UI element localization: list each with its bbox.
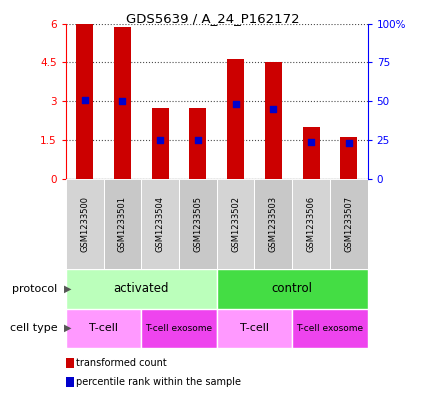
Text: cell type: cell type	[10, 323, 57, 333]
Text: ▶: ▶	[64, 323, 71, 333]
Text: GSM1233501: GSM1233501	[118, 196, 127, 252]
Bar	[141, 179, 179, 269]
Text: GSM1233507: GSM1233507	[344, 196, 353, 252]
Bar	[292, 179, 330, 269]
Text: GDS5639 / A_24_P162172: GDS5639 / A_24_P162172	[126, 12, 299, 25]
Bar	[330, 179, 368, 269]
Point	[81, 97, 88, 103]
Text: T-cell: T-cell	[89, 323, 118, 333]
Bar	[303, 127, 320, 179]
Bar	[292, 309, 368, 348]
Text: GSM1233502: GSM1233502	[231, 196, 240, 252]
Text: GSM1233500: GSM1233500	[80, 196, 89, 252]
Point	[346, 140, 352, 146]
Text: GSM1233503: GSM1233503	[269, 196, 278, 252]
Bar	[104, 179, 141, 269]
Text: GSM1233504: GSM1233504	[156, 196, 164, 252]
Bar	[66, 309, 141, 348]
Bar	[217, 269, 368, 309]
Text: transformed count: transformed count	[76, 358, 167, 369]
Bar	[190, 108, 207, 179]
Text: T-cell: T-cell	[240, 323, 269, 333]
Bar	[114, 28, 131, 179]
Point	[270, 106, 277, 112]
Point	[232, 101, 239, 107]
Bar	[217, 309, 292, 348]
Bar	[340, 138, 357, 179]
Bar	[66, 179, 104, 269]
Point	[308, 138, 314, 145]
Bar	[265, 62, 282, 179]
Point	[157, 137, 164, 143]
Bar	[217, 179, 255, 269]
Text: percentile rank within the sample: percentile rank within the sample	[76, 377, 241, 387]
Text: T-cell exosome: T-cell exosome	[145, 324, 212, 332]
Text: ▶: ▶	[64, 284, 71, 294]
Text: protocol: protocol	[12, 284, 57, 294]
Text: GSM1233506: GSM1233506	[306, 196, 315, 252]
Point	[195, 137, 201, 143]
Bar	[255, 179, 292, 269]
Bar	[227, 59, 244, 179]
Bar	[76, 24, 93, 179]
Text: GSM1233505: GSM1233505	[193, 196, 202, 252]
Bar	[66, 269, 217, 309]
Bar	[141, 309, 217, 348]
Bar	[179, 179, 217, 269]
Text: control: control	[272, 282, 313, 296]
Point	[119, 98, 126, 104]
Text: activated: activated	[113, 282, 169, 296]
Text: T-cell exosome: T-cell exosome	[296, 324, 363, 332]
Bar	[152, 108, 169, 179]
